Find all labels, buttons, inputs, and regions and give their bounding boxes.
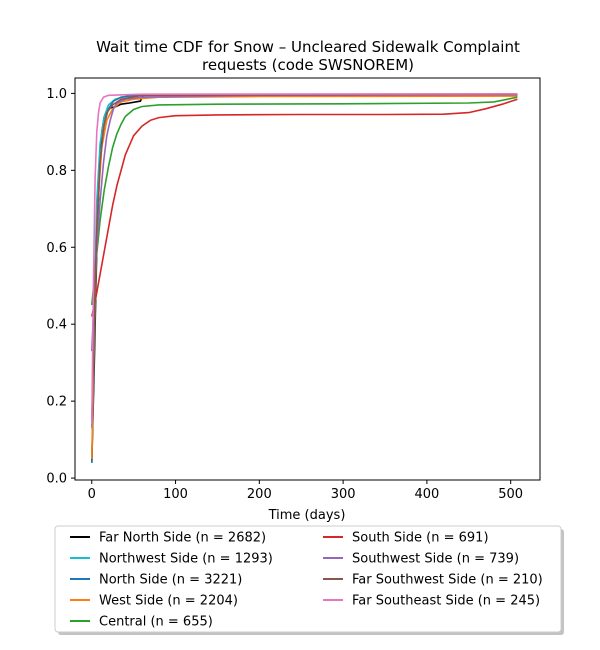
series-line-1: [91, 93, 518, 429]
y-axis: 0.0 0.2 0.4 0.6 0.8 1.0: [46, 87, 75, 487]
plot-frame: [74, 77, 541, 481]
legend-label-8: Far Southeast Side (n = 245): [352, 594, 540, 609]
series-line-2: [91, 93, 518, 463]
chart-title-line-1: Wait time CDF for Snow – Uncleared Sidew…: [96, 38, 520, 56]
x-axis-label: Time (days): [268, 508, 346, 523]
y-tick-label-2: 0.4: [46, 318, 67, 333]
series-line-7: [91, 93, 518, 425]
y-tick-label-5: 1.0: [46, 87, 67, 102]
x-axis: 0 100 200 300 400 500: [88, 480, 523, 502]
legend-label-4: Central (n = 655): [99, 615, 213, 630]
series-line-0: [91, 94, 518, 463]
x-tick-label-4: 400: [414, 487, 439, 502]
y-tick-label-1: 0.2: [46, 395, 67, 410]
legend: Far North Side (n = 2682) Northwest Side …: [54, 525, 564, 635]
chart-title: Wait time CDF for Snow – Uncleared Sidew…: [96, 38, 520, 74]
y-tick-label-0: 0.0: [46, 472, 67, 487]
legend-label-3: West Side (n = 2204): [99, 594, 238, 609]
chart-title-line-2: requests (code SWSNOREM): [202, 56, 414, 74]
x-tick-label-5: 500: [498, 487, 523, 502]
series-line-3: [91, 95, 518, 459]
legend-label-6: Southwest Side (n = 739): [352, 552, 519, 567]
y-tick-label-4: 0.8: [46, 164, 67, 179]
series-line-6: [91, 93, 518, 352]
x-tick-label-0: 0: [88, 487, 96, 502]
x-tick-label-2: 200: [247, 487, 272, 502]
legend-label-2: North Side (n = 3221): [99, 573, 242, 588]
x-tick-label-3: 300: [331, 487, 356, 502]
series-line-4: [91, 96, 518, 306]
series-line-5: [91, 98, 518, 317]
series-line-8: [91, 93, 518, 425]
x-tick-label-1: 100: [163, 487, 188, 502]
legend-label-1: Northwest Side (n = 1293): [99, 552, 273, 567]
series-lines: [91, 93, 518, 463]
legend-label-0: Far North Side (n = 2682): [99, 531, 266, 546]
y-tick-label-3: 0.6: [46, 241, 67, 256]
legend-box: [54, 525, 562, 633]
legend-label-5: South Side (n = 691): [352, 531, 489, 546]
legend-label-7: Far Southwest Side (n = 210): [352, 573, 543, 588]
